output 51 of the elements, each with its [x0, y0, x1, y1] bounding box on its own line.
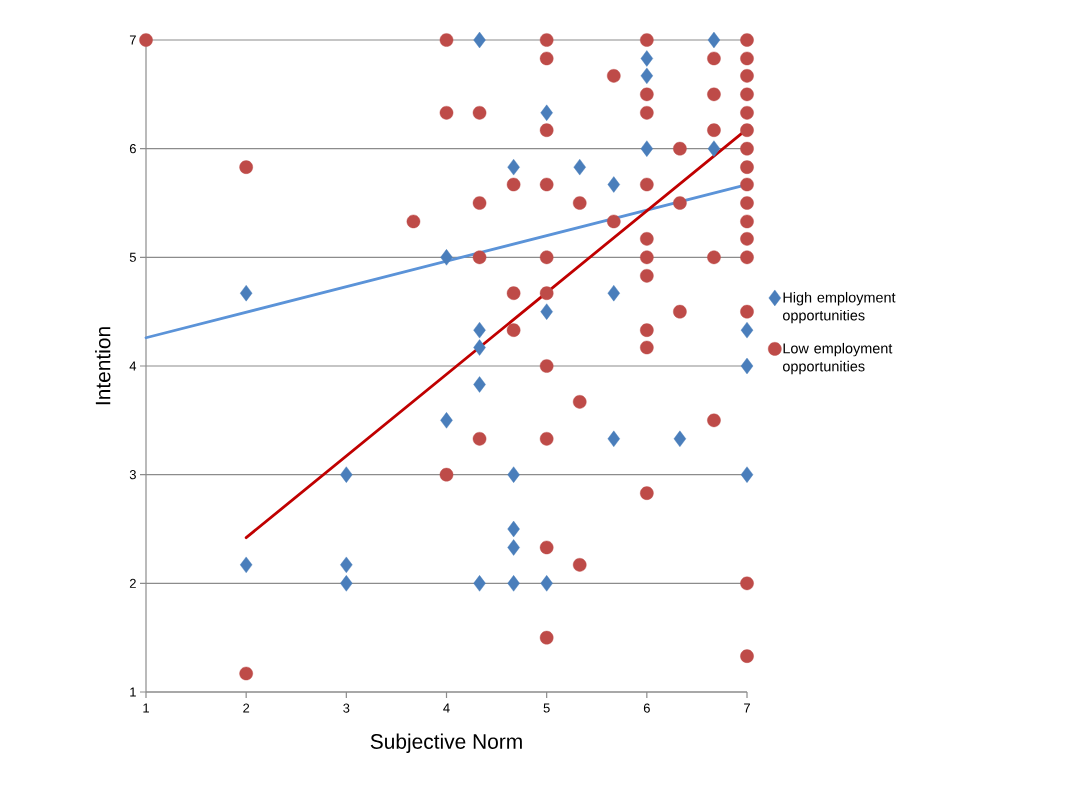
point	[473, 376, 486, 393]
point	[540, 303, 553, 320]
point	[607, 430, 620, 447]
x-tick-label: 6	[643, 703, 650, 713]
point	[440, 412, 453, 429]
point	[507, 539, 520, 556]
point	[340, 556, 353, 574]
point	[740, 357, 754, 375]
point	[740, 321, 754, 339]
x-tick-label: 4	[443, 703, 450, 713]
point	[540, 575, 553, 592]
point	[507, 520, 520, 538]
point	[707, 140, 721, 157]
y-tick-label: 7	[129, 35, 136, 45]
point	[707, 31, 721, 49]
point	[473, 339, 486, 356]
point	[473, 31, 486, 49]
y-tick-label: 5	[129, 252, 136, 262]
y-tick-label: 3	[129, 470, 136, 480]
point	[607, 176, 620, 193]
point	[640, 140, 654, 157]
point	[673, 430, 687, 447]
y-tick-label: 2	[129, 578, 136, 588]
point	[640, 67, 654, 85]
y-tick-label: 1	[130, 687, 136, 697]
point	[507, 575, 520, 592]
point	[607, 285, 620, 302]
point	[340, 575, 353, 592]
point	[239, 285, 253, 302]
x-axis-title: Subjective Norm	[370, 733, 522, 754]
legend-label: Low employment opportunities	[782, 342, 893, 375]
y-tick-label: 6	[129, 144, 136, 154]
point	[573, 158, 586, 176]
point	[740, 466, 754, 483]
point	[473, 575, 486, 592]
x-tick-label: 7	[744, 703, 750, 713]
x-tick-label: 2	[243, 703, 250, 713]
point	[540, 104, 553, 121]
point	[239, 556, 253, 574]
x-tick-label: 1	[143, 703, 149, 713]
legend-label: High employment opportunities	[782, 291, 896, 324]
y-axis-title: Intention	[95, 327, 111, 405]
point	[440, 249, 453, 266]
point	[507, 466, 520, 483]
point	[507, 158, 520, 176]
point	[473, 321, 486, 339]
y-tick-label: 4	[129, 361, 137, 371]
point	[340, 466, 353, 483]
x-tick-label: 3	[343, 703, 350, 713]
x-tick-label: 5	[543, 703, 550, 713]
point	[640, 50, 654, 67]
